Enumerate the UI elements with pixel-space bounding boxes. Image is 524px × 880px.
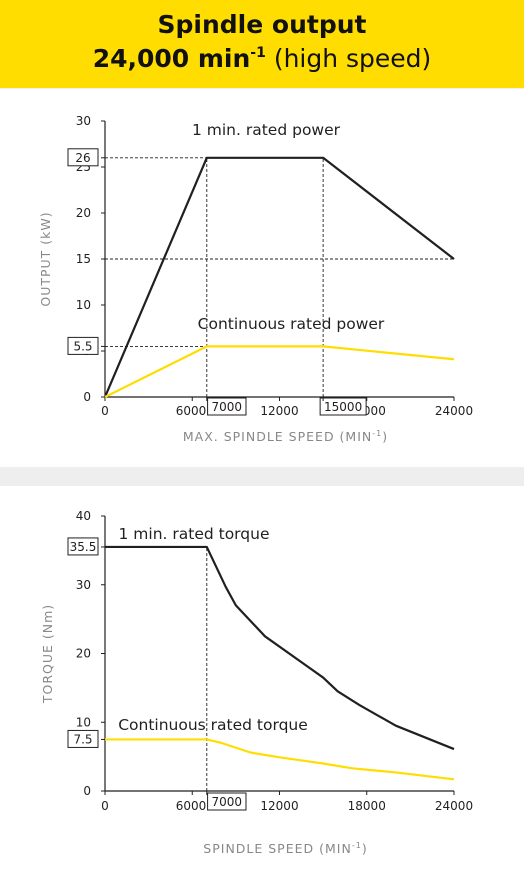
torque-series-line-rated	[105, 545, 455, 751]
torque-chart-panel: 0 10 20 30 40 35.5 7.5 0 6000 12000 18000 24000 7000…	[0, 486, 524, 880]
torque-y-tick-label: 20	[76, 647, 91, 661]
output-chart: 051015202530265.506000120001800024000700…	[38, 114, 473, 444]
chart-title: Spindle output	[157, 10, 367, 39]
torque-y-boxed-frame	[67, 729, 99, 748]
torque-chart: 0 10 20 30 40 35.5 7.5 0 6000 12000 18000 24000 7000…	[40, 509, 473, 856]
max-speed-value: 24,000 min	[92, 44, 251, 73]
output-y-boxed-label: 26	[75, 151, 90, 165]
torque-x-axis-label-close: )	[362, 841, 368, 856]
torque-y-tick-label: 30	[76, 578, 91, 592]
output-x-axis-label-close: )	[382, 429, 388, 444]
torque-y-tick-label: 0	[83, 784, 91, 798]
output-y-boxed-frame	[67, 148, 99, 167]
torque-series-label: Continuous rated torque	[118, 716, 308, 734]
header-banner: Spindle output 24,000 min-1 (high speed)	[0, 0, 524, 88]
output-series-line-continuous	[104, 345, 455, 398]
output-y-tick-label: 0	[83, 390, 91, 404]
output-series-label: Continuous rated power	[198, 315, 385, 333]
torque-y-tick-label: 10	[76, 715, 91, 729]
torque-series-line-continuous	[105, 738, 455, 781]
torque-x-tick-label: 6000	[176, 799, 207, 813]
torque-x-tick-label: 18000	[348, 799, 386, 813]
output-x-boxed-frame	[207, 397, 247, 416]
output-x-boxed-label: 15000	[324, 400, 362, 414]
torque-x-tick-label: 0	[101, 799, 109, 813]
output-x-axis-label-exponent: -1	[372, 429, 382, 438]
output-x-boxed-label: 7000	[212, 400, 243, 414]
output-x-tick-label: 24000	[435, 404, 473, 418]
output-y-boxed-frame	[67, 336, 99, 355]
chart-subtitle: 24,000 min-1 (high speed)	[0, 44, 524, 73]
torque-x-boxed-frame	[207, 792, 247, 811]
output-y-axis-label: OUTPUT (kW)	[38, 211, 53, 306]
output-x-tick-label: 6000	[176, 404, 207, 418]
output-x-boxed-frame	[319, 397, 367, 416]
torque-series-label: 1 min. rated torque	[119, 525, 270, 543]
output-chart-panel: 051015202530265.506000120001800024000700…	[0, 89, 524, 467]
output-y-tick-label: 30	[76, 114, 91, 128]
output-x-axis-label: MAX. SPINDLE SPEED (MIN-1)	[183, 429, 388, 444]
torque-y-boxed-frame	[67, 537, 99, 556]
speed-note: (high speed)	[273, 44, 432, 73]
torque-x-boxed-label: 7000	[212, 795, 243, 809]
output-x-axis-label-text: MAX. SPINDLE SPEED (MIN	[183, 429, 372, 444]
output-series-line-rated	[103, 156, 455, 398]
output-x-tick-label: 12000	[260, 404, 298, 418]
torque-y-axis-label: TORQUE (Nm)	[40, 604, 55, 704]
torque-y-boxed-label: 35.5	[70, 540, 97, 554]
torque-y-boxed-label: 7.5	[73, 732, 92, 746]
output-y-tick-label: 15	[76, 252, 91, 266]
torque-x-tick-label: 12000	[260, 799, 298, 813]
output-y-tick-label: 20	[76, 206, 91, 220]
output-series-label: 1 min. rated power	[192, 121, 341, 139]
torque-x-axis-label: SPINDLE SPEED (MIN-1)	[203, 841, 367, 856]
torque-x-axis-label-text: SPINDLE SPEED (MIN	[203, 841, 352, 856]
torque-y-tick-label: 40	[76, 509, 91, 523]
torque-x-tick-label: 24000	[435, 799, 473, 813]
torque-x-axis-label-exponent: -1	[352, 841, 362, 850]
output-x-tick-label: 0	[101, 404, 109, 418]
output-y-boxed-label: 5.5	[73, 339, 92, 353]
output-y-tick-label: 10	[76, 298, 91, 312]
max-speed-unit-exponent: -1	[250, 45, 266, 61]
